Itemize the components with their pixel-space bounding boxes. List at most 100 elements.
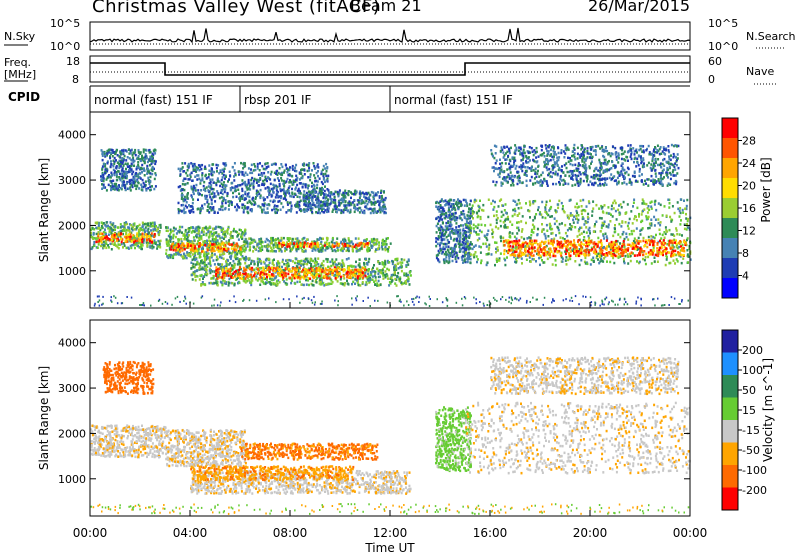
ground-scatter-cell bbox=[217, 503, 219, 506]
ground-scatter-cell bbox=[629, 509, 631, 512]
ground-scatter-cell bbox=[518, 299, 520, 302]
ground-scatter-cell bbox=[268, 297, 270, 300]
ground-scatter-cell bbox=[383, 509, 386, 512]
ground-scatter-cell bbox=[505, 298, 507, 301]
power-echo-region bbox=[95, 232, 156, 244]
colorbar-cell bbox=[722, 278, 738, 299]
ground-scatter-cell bbox=[114, 505, 117, 508]
ground-scatter-cell bbox=[617, 303, 619, 306]
ground-scatter-cell bbox=[307, 297, 310, 300]
ground-scatter-cell bbox=[681, 300, 683, 303]
power-echo-region bbox=[435, 198, 472, 265]
ground-scatter-cell bbox=[166, 302, 169, 305]
ground-scatter-cell bbox=[445, 507, 448, 510]
y-tick-label: 3000 bbox=[58, 174, 86, 187]
ground-scatter-cell bbox=[410, 506, 412, 509]
ground-scatter-cell bbox=[566, 512, 569, 515]
ground-scatter-cell bbox=[594, 301, 596, 304]
ground-scatter-cell bbox=[98, 503, 101, 506]
ground-scatter-cell bbox=[406, 512, 408, 515]
ground-scatter-cell bbox=[580, 512, 582, 515]
ground-scatter-cell bbox=[301, 504, 303, 507]
ground-scatter-cell bbox=[536, 298, 538, 301]
ground-scatter-cell bbox=[491, 509, 493, 512]
ground-scatter-cell bbox=[560, 506, 562, 509]
ground-scatter-cell bbox=[514, 297, 516, 300]
sky-panel: N.Sky 10^5 10^0 10^5 10^0 N.Search bbox=[4, 17, 796, 53]
ground-scatter-cell bbox=[193, 509, 196, 512]
ground-scatter-cell bbox=[478, 508, 481, 511]
ground-scatter-cell bbox=[403, 504, 405, 506]
ground-scatter-cell bbox=[422, 506, 424, 509]
ground-scatter-cell bbox=[367, 296, 369, 299]
ground-scatter-cell bbox=[355, 297, 357, 300]
ground-scatter-cell bbox=[92, 506, 95, 509]
ground-scatter-cell bbox=[385, 506, 387, 509]
ground-scatter-cell bbox=[482, 510, 485, 513]
ground-scatter-cell bbox=[582, 295, 584, 298]
colorbar-tick-label: 50 bbox=[742, 384, 756, 397]
ground-scatter-cell bbox=[128, 505, 130, 508]
ground-scatter-cell bbox=[614, 512, 616, 515]
ground-scatter-cell bbox=[231, 507, 234, 510]
ground-scatter-cell bbox=[259, 508, 261, 511]
ground-scatter-cell bbox=[407, 304, 410, 306]
ground-scatter-cell bbox=[618, 511, 621, 514]
ground-scatter-cell bbox=[585, 295, 587, 298]
ground-scatter-cell bbox=[437, 510, 439, 513]
ground-scatter-cell bbox=[526, 299, 528, 302]
ground-scatter-cell bbox=[97, 504, 99, 507]
ground-scatter-cell bbox=[163, 504, 165, 506]
ground-scatter-cell bbox=[334, 299, 336, 302]
ground-scatter-cell bbox=[635, 302, 637, 305]
ground-scatter-cell bbox=[471, 511, 473, 514]
ground-scatter-cell bbox=[192, 302, 195, 305]
ground-scatter-cell bbox=[116, 302, 119, 305]
x-tick-label: 00:00 bbox=[673, 526, 708, 540]
ground-scatter-cell bbox=[248, 299, 251, 302]
colorbar-cell bbox=[722, 118, 738, 139]
ground-scatter-cell bbox=[313, 295, 315, 298]
ground-scatter-cell bbox=[467, 506, 470, 509]
ground-scatter-cell bbox=[492, 296, 495, 299]
ground-scatter-cell bbox=[175, 506, 177, 509]
ground-scatter-cell bbox=[301, 297, 304, 300]
ground-scatter-cell bbox=[434, 511, 437, 513]
ground-scatter-cell bbox=[678, 511, 680, 514]
ground-scatter-cell bbox=[164, 507, 166, 510]
ground-scatter-cell bbox=[653, 298, 655, 301]
ground-scatter-cell bbox=[145, 506, 147, 509]
power-echo-region bbox=[215, 266, 367, 280]
ground-scatter-cell bbox=[424, 302, 426, 305]
ground-scatter-cell bbox=[478, 512, 480, 515]
power-echo-region bbox=[278, 241, 370, 249]
y-tick-label: 2000 bbox=[58, 427, 86, 440]
ground-scatter-cell bbox=[542, 303, 544, 306]
ground-scatter-cell bbox=[654, 304, 656, 307]
ground-scatter-cell bbox=[304, 505, 307, 508]
ground-scatter-cell bbox=[618, 298, 621, 301]
freq-right-label: Nave bbox=[746, 65, 774, 78]
ground-scatter-cell bbox=[531, 504, 533, 507]
ground-scatter-cell bbox=[111, 300, 113, 303]
ground-scatter-cell bbox=[109, 508, 112, 511]
ground-scatter-cell bbox=[253, 508, 256, 511]
ground-scatter-cell bbox=[322, 505, 325, 508]
sky-left-label: N.Sky bbox=[4, 30, 36, 43]
ground-scatter-cell bbox=[238, 504, 240, 507]
power-echo-region bbox=[165, 225, 247, 260]
colorbar-tick-label: 100 bbox=[742, 364, 763, 377]
power-echo-region bbox=[490, 143, 680, 187]
ground-scatter-cell bbox=[663, 304, 666, 306]
ground-scatter-cell bbox=[213, 304, 215, 307]
ground-scatter-cell bbox=[132, 506, 135, 509]
ground-scatter-cell bbox=[350, 512, 353, 515]
ground-scatter-cell bbox=[601, 299, 603, 302]
ground-scatter-cell bbox=[566, 510, 568, 513]
ground-scatter-cell bbox=[219, 304, 221, 307]
velocity-panel: 1000 2000 3000 4000 Slant Range [km] bbox=[37, 319, 691, 517]
ground-scatter-cell bbox=[213, 298, 216, 301]
ground-scatter-cell bbox=[107, 507, 110, 510]
colorbar-tick-label: 15 bbox=[742, 404, 756, 417]
ground-scatter-cell bbox=[148, 506, 150, 509]
